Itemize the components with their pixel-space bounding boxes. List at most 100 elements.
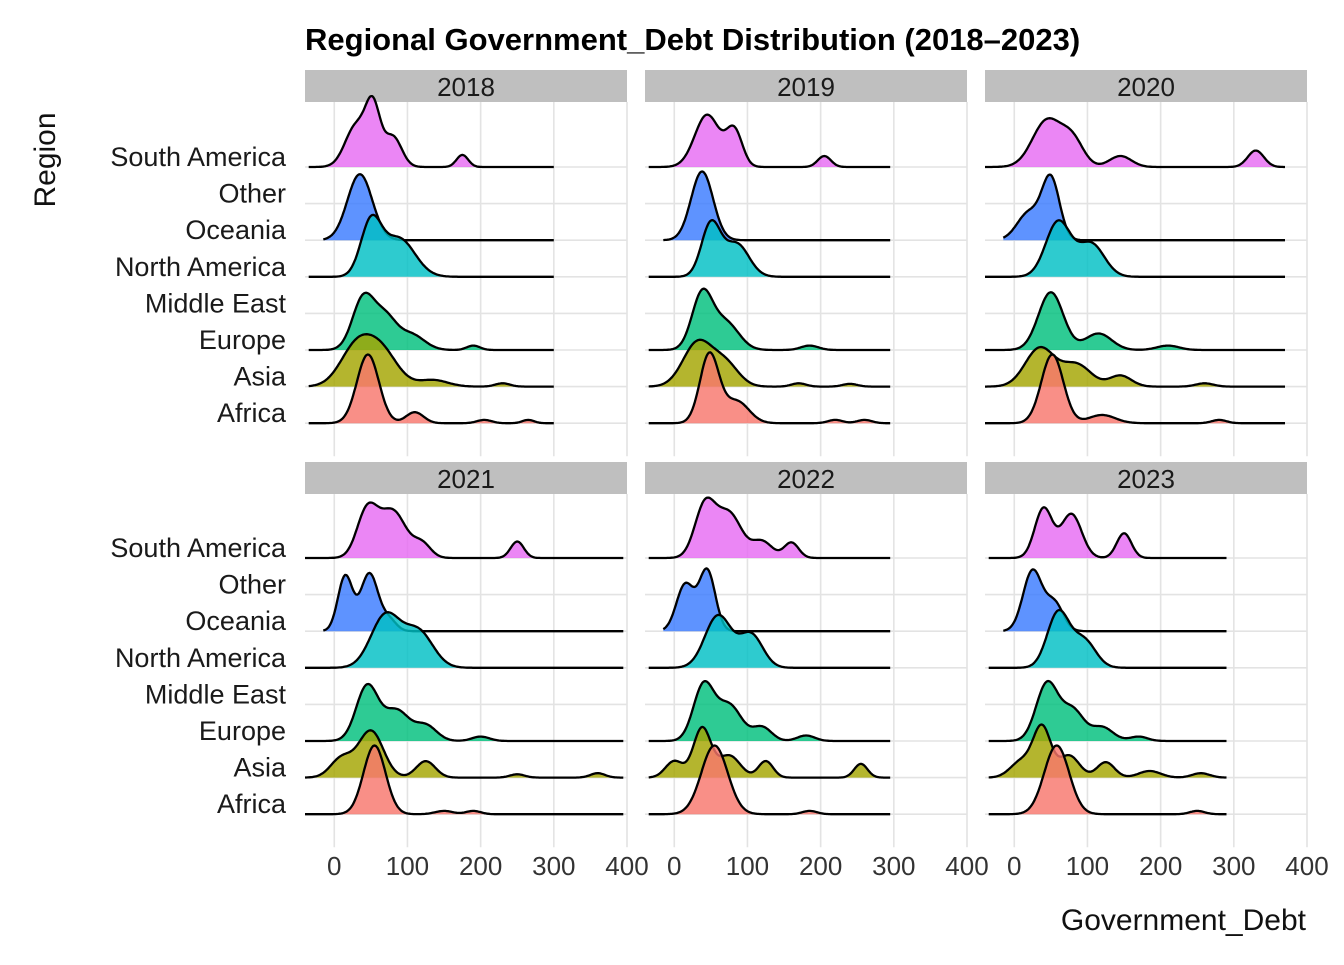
y-tick-label-south-america: South America (110, 533, 287, 563)
ridge-area (648, 220, 891, 277)
facet-strip (305, 462, 627, 494)
x-tick-label: 300 (872, 851, 915, 881)
ridge-area (648, 497, 891, 558)
ridge-area (308, 96, 554, 167)
ridge-outline (663, 170, 891, 242)
ridge-outline (648, 287, 891, 352)
ridge-africa-2019 (648, 351, 891, 425)
ridge-outline (305, 682, 624, 743)
ridge-area (985, 292, 1285, 350)
ridge-outline (308, 213, 554, 278)
ridge-other-2020 (1002, 173, 1285, 242)
facet-strip-label: 2023 (1117, 464, 1175, 494)
ridge-north-america-2022 (648, 613, 891, 669)
facet-strip-label: 2021 (437, 464, 495, 494)
ridge-outline (985, 353, 1285, 425)
ridge-outline (308, 353, 554, 425)
ridge-asia-2020 (985, 345, 1285, 388)
ridge-north-america-2021 (305, 611, 624, 669)
ridge-area (988, 507, 1227, 558)
ridge-area (1003, 569, 1227, 632)
ridge-outline (1003, 568, 1227, 633)
ridge-africa-2020 (985, 353, 1285, 425)
ridge-outline (662, 567, 891, 633)
ridge-outline (648, 351, 891, 425)
ridge-outline (648, 725, 891, 779)
x-tick-label: 300 (1212, 851, 1255, 881)
ridge-area (305, 684, 624, 741)
y-tick-label-africa: Africa (217, 789, 287, 819)
ridge-europe-2020 (985, 291, 1285, 352)
y-tick-label-north-america: North America (115, 643, 287, 673)
ridge-area (648, 288, 891, 350)
facet-panel-2020: 2020 (985, 70, 1308, 457)
ridge-area (985, 220, 1285, 277)
ridge-outline (648, 113, 891, 169)
ridge-europe-2023 (988, 679, 1227, 743)
ridge-outline (648, 744, 891, 816)
ridge-other-2019 (663, 170, 891, 242)
ridge-area (988, 610, 1227, 668)
facet-strip (985, 462, 1307, 494)
ridge-outline (308, 333, 554, 388)
facet-panel-2023: 2023 0 100 200 300 400 (985, 462, 1329, 881)
x-tick-label: 400 (945, 851, 988, 881)
ridge-other-2022 (662, 567, 891, 633)
facet-panel-2019: 2019 (645, 70, 968, 457)
facet-strip-label: 2018 (437, 72, 495, 102)
ridge-area (663, 171, 891, 241)
ridge-area (308, 214, 554, 277)
y-tick-label-oceania: Oceania (185, 606, 287, 636)
ridge-africa-2023 (988, 744, 1227, 816)
y-tick-label-other: Other (218, 179, 286, 209)
y-tick-label-africa: Africa (217, 398, 287, 428)
ridge-other-2021 (322, 571, 624, 633)
ridge-area (985, 347, 1285, 387)
ridge-south-america-2018 (308, 94, 554, 169)
x-tick-label: 200 (1139, 851, 1182, 881)
ridge-area (985, 118, 1285, 167)
ridge-outline (988, 608, 1227, 669)
facet-panels: 2018 South America Other Oceania North Ameri… (110, 70, 1329, 881)
ridge-outline (323, 173, 554, 242)
ridge-south-america-2020 (985, 117, 1285, 169)
ridge-north-america-2019 (648, 218, 891, 278)
ridge-outline (985, 117, 1285, 169)
x-tick-label: 0 (327, 851, 341, 881)
ridge-area (988, 681, 1227, 741)
ridge-north-america-2020 (985, 219, 1285, 278)
ridge-area (648, 352, 891, 424)
x-tick-label: 100 (726, 851, 769, 881)
x-tick-label: 100 (386, 851, 429, 881)
ridge-area (308, 292, 554, 350)
chart-title: Regional Government_Debt Distribution (2… (305, 22, 1080, 57)
ridge-outline (648, 680, 891, 743)
ridge-other-2023 (1003, 568, 1227, 633)
ridge-outline (985, 219, 1285, 278)
ridge-outline (305, 501, 624, 560)
ridge-area (305, 502, 624, 558)
ridge-south-america-2019 (648, 113, 891, 169)
ridge-europe-2018 (308, 291, 554, 352)
facet-strip-label: 2022 (777, 464, 835, 494)
ridge-outline (308, 291, 554, 352)
facet-panel-2022: 2022 0 100 200 300 400 (645, 462, 989, 881)
ridge-area (648, 114, 891, 167)
ridge-outline (648, 613, 891, 669)
x-tick-label: 100 (1066, 851, 1109, 881)
ridge-outline (988, 744, 1227, 816)
ridge-africa-2018 (308, 353, 554, 425)
y-tick-label-north-america: North America (115, 252, 287, 282)
x-tick-label: 400 (1285, 851, 1328, 881)
x-axis-title: Government_Debt (1061, 904, 1307, 937)
y-tick-label-middle-east: Middle East (145, 288, 287, 318)
ridge-north-america-2018 (308, 213, 554, 278)
y-tick-label-middle-east: Middle East (145, 679, 287, 709)
ridge-area (1003, 174, 1285, 241)
ridge-south-america-2021 (305, 501, 624, 560)
y-tick-label-asia: Asia (233, 362, 287, 392)
ridge-area (648, 745, 891, 815)
facet-panel-2021: 2021 South America Other Oceania North Ameri… (110, 462, 649, 881)
